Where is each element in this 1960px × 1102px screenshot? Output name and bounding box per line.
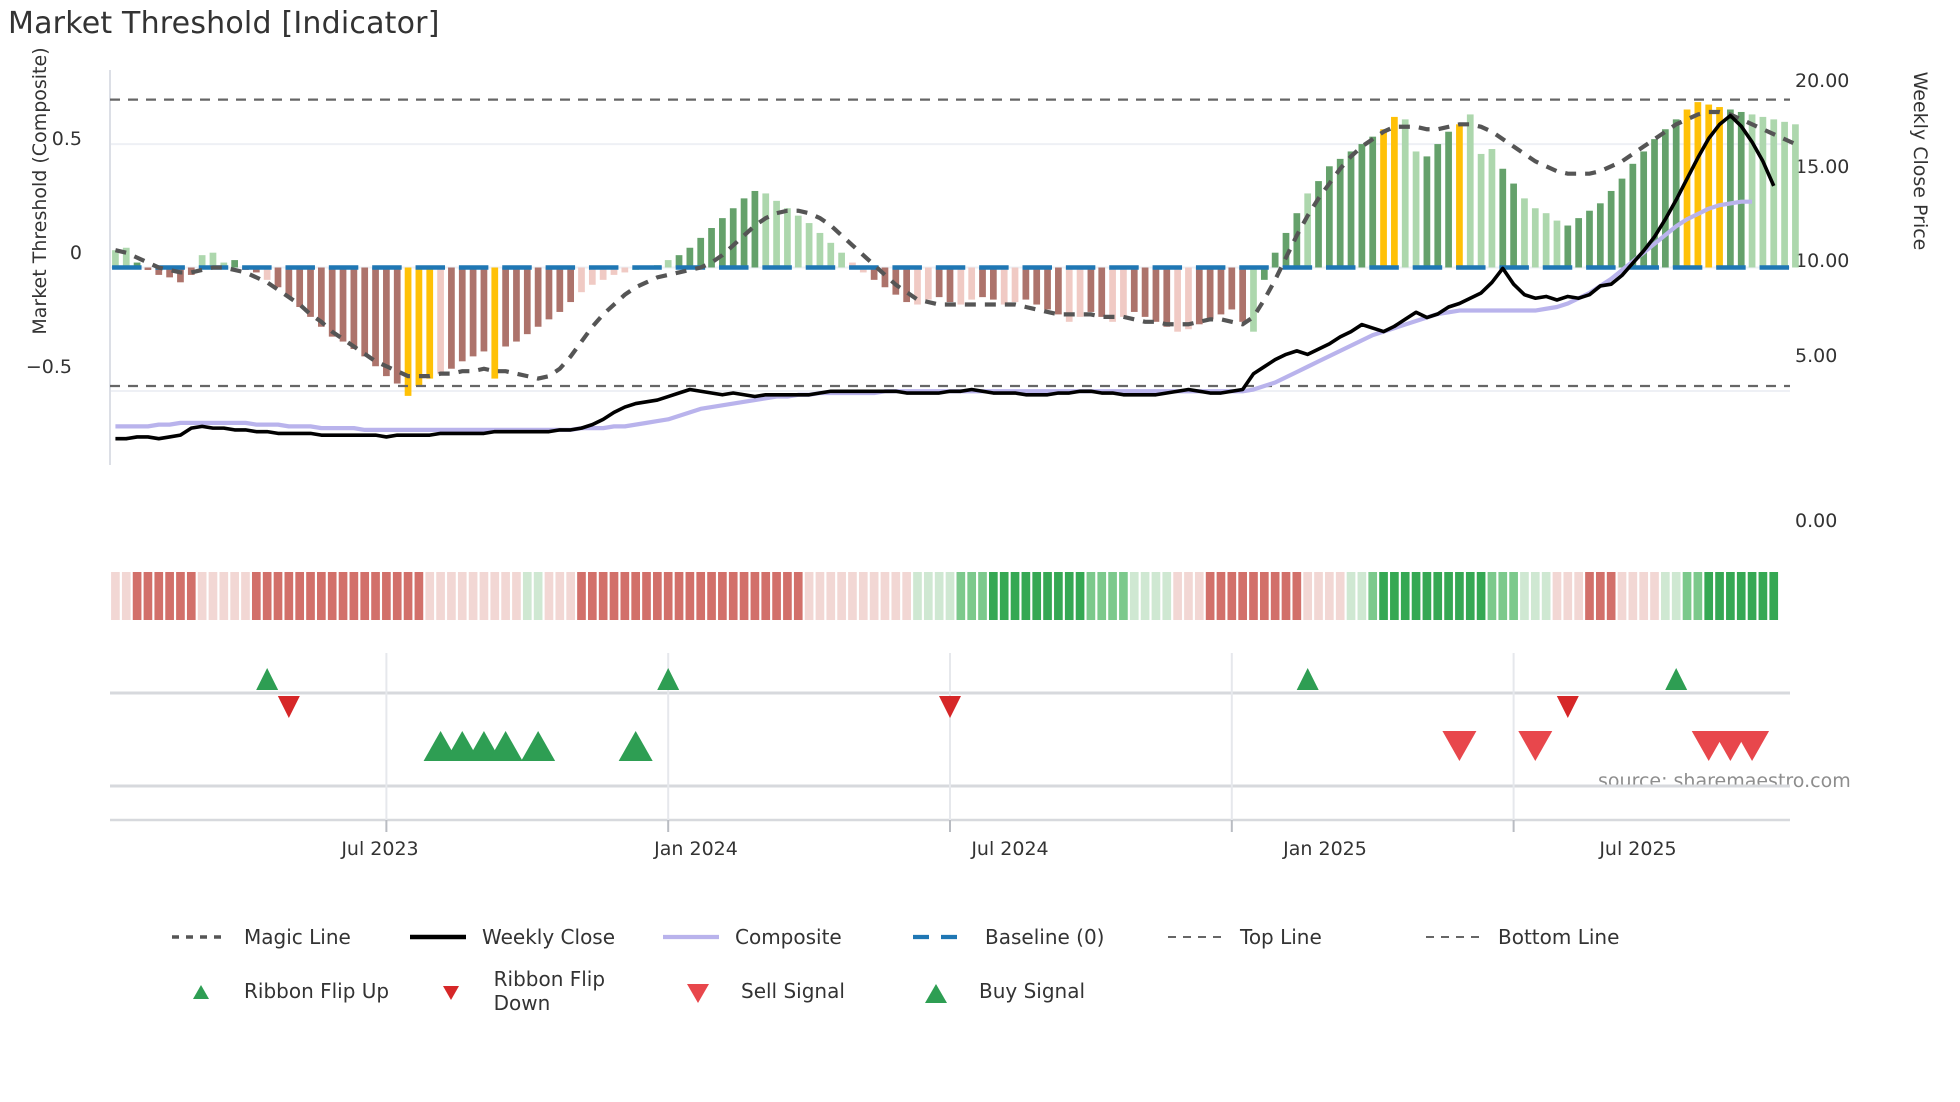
legend-item-sell-signal[interactable]: Sell Signal (667, 979, 905, 1003)
legend-label: Ribbon Flip Up (244, 979, 390, 1003)
legend-label: Sell Signal (741, 979, 845, 1003)
legend-item-buy-signal[interactable]: Buy Signal (905, 979, 1085, 1003)
legend-label: Weekly Close (482, 925, 616, 949)
x-tick-3: Jan 2025 (1283, 838, 1367, 860)
x-tick-1: Jan 2024 (654, 838, 738, 860)
y-tick-right-3: 5.00 (1795, 345, 1838, 367)
dashed-line-icon (170, 926, 232, 948)
legend-item-bottom-line[interactable]: Bottom Line (1424, 925, 1619, 949)
page-title: Market Threshold [Indicator] (8, 6, 440, 41)
legend-label: Magic Line (244, 925, 351, 949)
legend-row-2: Ribbon Flip Up Ribbon Flip Down Sell Sig… (0, 967, 1960, 1015)
legend-item-top-line[interactable]: Top Line (1166, 925, 1424, 949)
red-down-triangle-icon (420, 980, 482, 1002)
green-up-triangle-large-icon (905, 980, 967, 1003)
legend-label: Baseline (0) (985, 925, 1105, 949)
y-tick-left-1: 0 (69, 242, 82, 264)
dashed-line-icon (1166, 926, 1228, 948)
chart-canvas (109, 70, 1799, 832)
x-tick-0: Jul 2023 (341, 838, 419, 860)
y-tick-right-1: 15.00 (1795, 156, 1850, 178)
y-tick-left-0: 0.5 (51, 128, 82, 150)
legend-item-ribbon-flip-up[interactable]: Ribbon Flip Up (170, 979, 420, 1003)
y-tick-right-0: 20.00 (1795, 70, 1850, 92)
solid-line-icon (661, 926, 723, 948)
legend-item-weekly-close[interactable]: Weekly Close (408, 925, 661, 949)
red-down-triangle-large-icon (667, 980, 729, 1003)
y-tick-left-2: −0.5 (25, 356, 72, 378)
chart-legend: Magic Line Weekly Close Composite Baseli… (0, 925, 1960, 1015)
x-tick-2: Jul 2024 (971, 838, 1049, 860)
legend-label: Composite (735, 925, 842, 949)
x-tick-4: Jul 2025 (1599, 838, 1677, 860)
legend-item-composite[interactable]: Composite (661, 925, 911, 949)
legend-label: Top Line (1240, 925, 1322, 949)
legend-item-ribbon-flip-down[interactable]: Ribbon Flip Down (420, 967, 667, 1015)
dashed-line-icon (911, 926, 973, 948)
legend-label: Buy Signal (979, 979, 1086, 1003)
dashed-line-icon (1424, 926, 1486, 948)
legend-item-baseline[interactable]: Baseline (0) (911, 925, 1166, 949)
y-tick-right-2: 10.00 (1795, 250, 1850, 272)
legend-label: Ribbon Flip Down (493, 967, 606, 1015)
legend-row-1: Magic Line Weekly Close Composite Baseli… (0, 925, 1960, 949)
green-up-triangle-icon (170, 980, 232, 1002)
legend-label: Bottom Line (1498, 925, 1620, 949)
y-tick-right-4: 0.00 (1795, 510, 1838, 532)
legend-item-magic-line[interactable]: Magic Line (170, 925, 408, 949)
solid-line-icon (408, 926, 470, 948)
